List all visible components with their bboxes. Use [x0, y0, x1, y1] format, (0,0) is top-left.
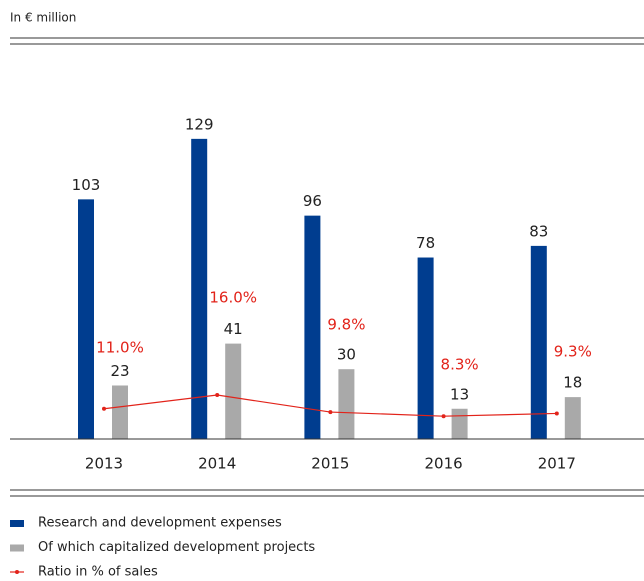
chart-subtitle: In € million [10, 11, 76, 25]
bar-label: 30 [337, 346, 356, 364]
ratio-label: 8.3% [441, 356, 479, 374]
ratio-point [441, 414, 446, 419]
bar [78, 199, 94, 439]
bar-label: 96 [303, 192, 322, 210]
bar [191, 138, 208, 440]
bar-label: 78 [416, 234, 435, 252]
bar-label: 18 [563, 374, 582, 392]
legend-swatch [10, 520, 24, 527]
bar [338, 369, 355, 439]
x-tick-label: 2015 [311, 455, 349, 473]
bar [112, 385, 128, 439]
ratio-point [328, 410, 333, 415]
ratio-label: 16.0% [209, 289, 257, 307]
bar-label: 23 [110, 362, 129, 380]
bar-label: 41 [224, 320, 243, 338]
bar-label: 103 [72, 176, 101, 194]
bar [564, 397, 581, 439]
legend-label: Of which capitalized development project… [38, 540, 315, 555]
ratio-point [102, 406, 106, 411]
bar [451, 408, 468, 439]
ratio-label: 9.3% [554, 343, 592, 361]
bar [530, 245, 547, 439]
bar [304, 215, 321, 439]
x-tick-label: 2014 [198, 455, 236, 473]
ratio-point [215, 393, 220, 398]
legend-label: Ratio in % of sales [38, 565, 158, 580]
bar-label: 129 [185, 115, 214, 133]
legend-label: Research and development expenses [38, 516, 282, 531]
x-tick-label: 2017 [538, 455, 576, 473]
ratio-label: 11.0% [96, 339, 144, 357]
bar-label: 13 [450, 385, 469, 403]
bar-label: 83 [529, 222, 548, 240]
x-tick-label: 2013 [85, 455, 123, 473]
x-tick-label: 2016 [425, 455, 463, 473]
bar [417, 257, 434, 439]
legend-swatch [10, 544, 24, 552]
bar [225, 343, 242, 439]
legend-swatch [15, 570, 19, 574]
ratio-label: 9.8% [327, 316, 365, 334]
ratio-point [554, 411, 559, 416]
